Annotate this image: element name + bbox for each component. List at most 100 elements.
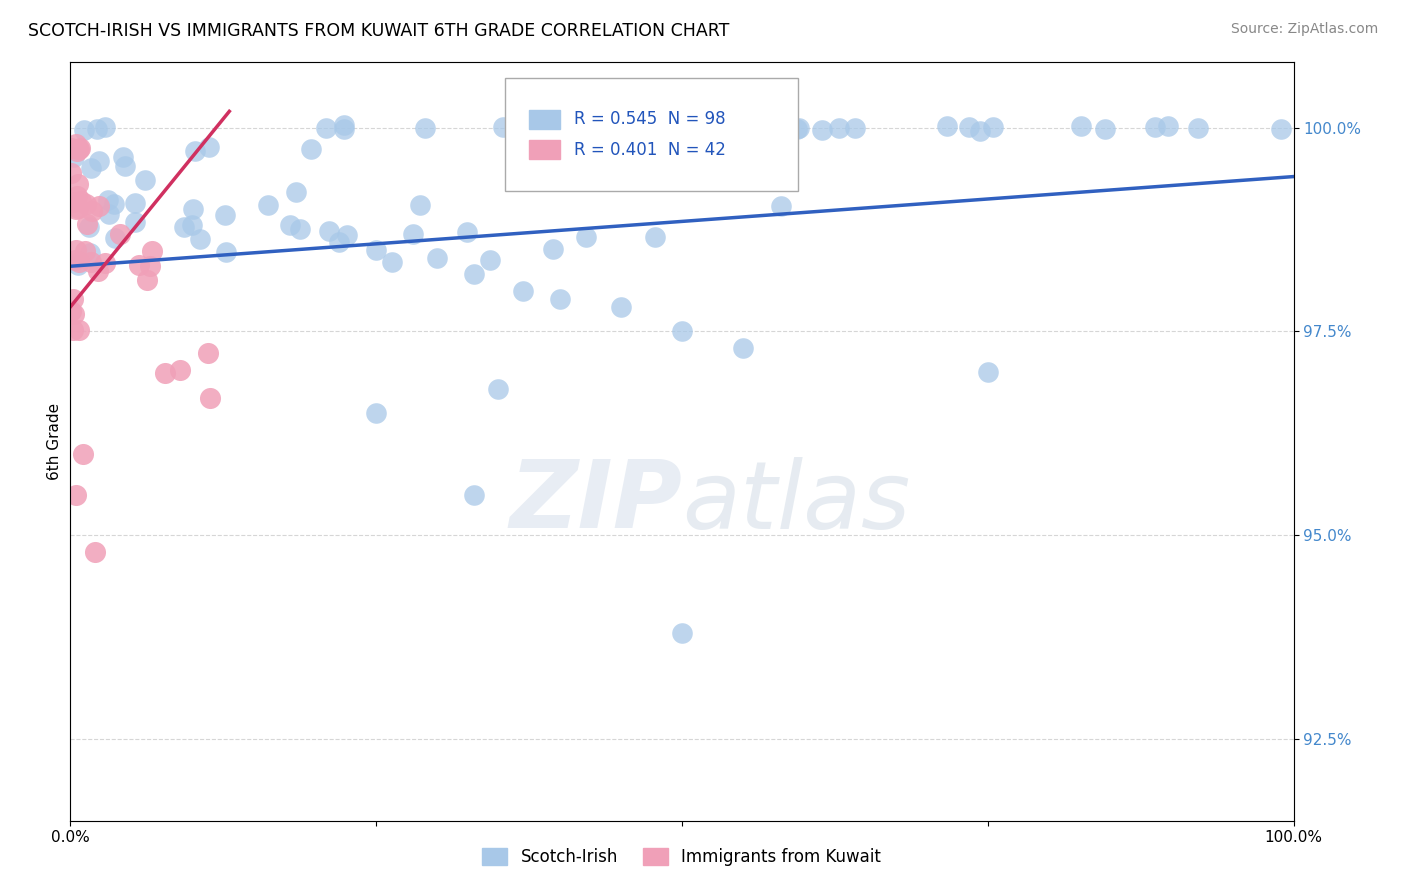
Point <box>79 161 101 175</box>
Y-axis label: 6th Grade: 6th Grade <box>46 403 62 480</box>
Point <box>83 544 105 558</box>
Point <box>786 121 808 136</box>
Point <box>128 258 150 272</box>
Point <box>69 141 91 155</box>
Point <box>1094 121 1116 136</box>
Point <box>488 382 510 396</box>
Point <box>671 325 693 339</box>
Point <box>66 144 89 158</box>
Point <box>124 195 146 210</box>
Point <box>463 268 485 282</box>
Point <box>765 120 787 135</box>
Point <box>479 252 502 267</box>
Point <box>957 120 980 134</box>
Point <box>65 487 87 501</box>
Point <box>328 235 350 249</box>
Point <box>1144 120 1167 134</box>
Point <box>63 307 86 321</box>
Bar <box>529 110 560 128</box>
Point <box>1270 122 1292 136</box>
Point <box>661 122 683 136</box>
Point <box>114 159 136 173</box>
Point <box>63 150 86 164</box>
Point <box>59 303 82 318</box>
Point <box>332 118 354 132</box>
Point <box>456 225 478 239</box>
Point <box>548 292 571 306</box>
Point <box>492 120 515 135</box>
Point <box>756 138 779 153</box>
Point <box>67 177 90 191</box>
Point <box>66 259 89 273</box>
Point <box>200 391 222 405</box>
Point <box>141 244 163 258</box>
Point <box>198 140 221 154</box>
Point <box>67 142 90 156</box>
Point <box>811 123 834 137</box>
Point <box>103 196 125 211</box>
Point <box>67 323 90 337</box>
Point <box>59 141 82 155</box>
Point <box>671 626 693 640</box>
Point <box>75 196 97 211</box>
Point <box>724 124 747 138</box>
Point <box>66 201 89 215</box>
Point <box>769 199 792 213</box>
Point <box>318 224 340 238</box>
Point <box>181 202 204 217</box>
Point <box>98 207 121 221</box>
Point <box>574 230 596 244</box>
Point <box>596 148 619 162</box>
Point <box>634 120 657 134</box>
Point <box>136 272 159 286</box>
Point <box>733 341 755 355</box>
Point <box>169 363 191 377</box>
Point <box>257 198 280 212</box>
Point <box>197 346 219 360</box>
Point <box>288 222 311 236</box>
Point <box>79 220 101 235</box>
Point <box>76 217 98 231</box>
Point <box>301 142 323 156</box>
Point <box>87 264 110 278</box>
Point <box>73 122 96 136</box>
Point <box>969 123 991 137</box>
Point <box>104 231 127 245</box>
Point <box>75 244 97 258</box>
Point <box>62 323 84 337</box>
Text: atlas: atlas <box>682 457 910 548</box>
Point <box>89 199 111 213</box>
Point <box>153 366 176 380</box>
Text: SCOTCH-IRISH VS IMMIGRANTS FROM KUWAIT 6TH GRADE CORRELATION CHART: SCOTCH-IRISH VS IMMIGRANTS FROM KUWAIT 6… <box>28 22 730 40</box>
Point <box>65 136 87 151</box>
Point <box>699 122 721 136</box>
Point <box>463 487 485 501</box>
Point <box>280 219 302 233</box>
Point <box>381 254 404 268</box>
Point <box>89 153 111 168</box>
Point <box>60 165 83 179</box>
Point <box>139 260 162 274</box>
Point <box>983 120 1005 135</box>
Point <box>69 194 91 208</box>
Text: R = 0.545  N = 98: R = 0.545 N = 98 <box>574 111 725 128</box>
Point <box>173 219 195 234</box>
Point <box>188 232 211 246</box>
Point <box>108 227 131 241</box>
Text: ZIP: ZIP <box>509 456 682 549</box>
Point <box>134 173 156 187</box>
Point <box>62 195 84 210</box>
Point <box>80 204 103 219</box>
Point <box>63 253 86 268</box>
Point <box>315 120 337 135</box>
Point <box>844 121 866 136</box>
Point <box>65 189 87 203</box>
Point <box>112 150 135 164</box>
Point <box>787 120 810 135</box>
Point <box>79 245 101 260</box>
Point <box>512 284 534 298</box>
Point <box>1070 119 1092 133</box>
Point <box>1156 119 1178 133</box>
Point <box>94 120 117 134</box>
Point <box>976 365 998 379</box>
